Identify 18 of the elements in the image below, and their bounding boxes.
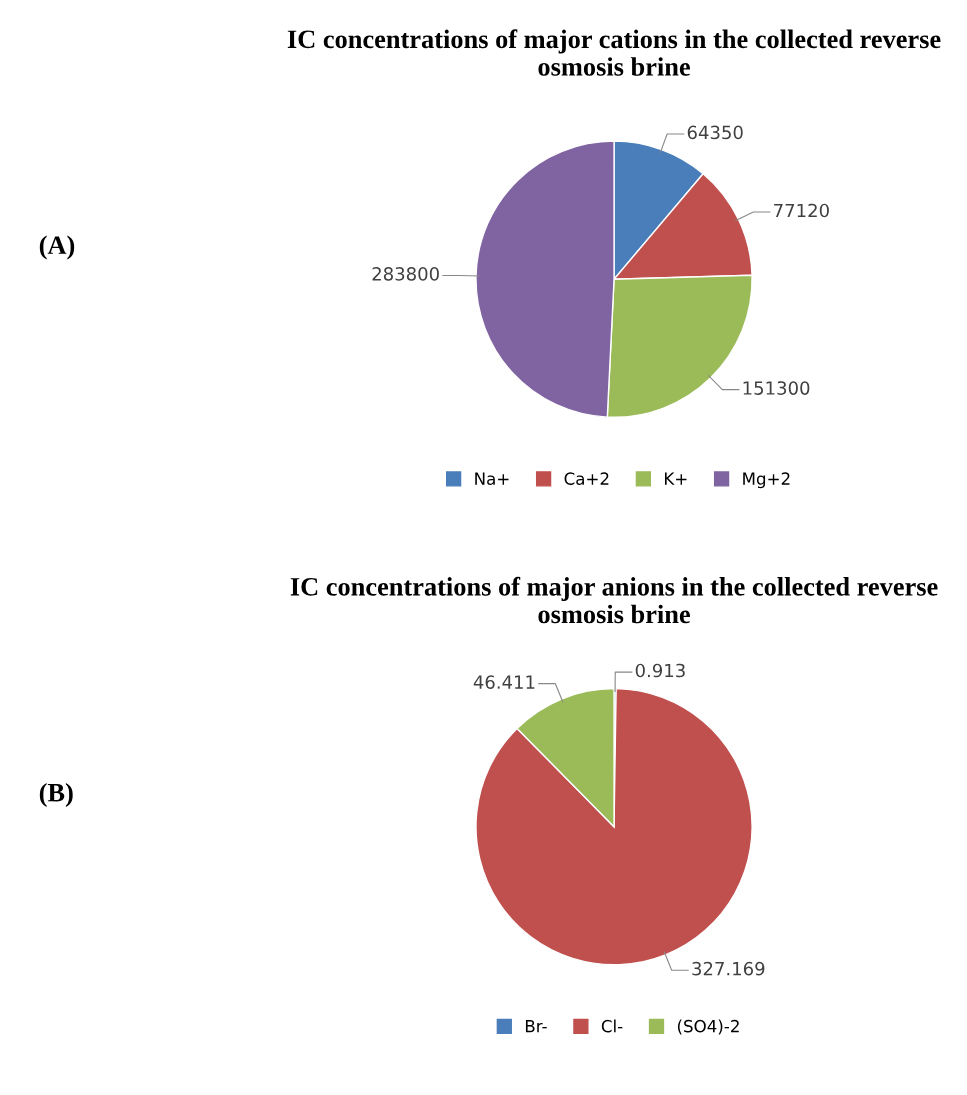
text: (A) xyxy=(39,235,75,260)
data-label: 64350 xyxy=(687,125,743,140)
legend-label: Cl- xyxy=(601,1019,623,1033)
text: (B) xyxy=(39,783,73,807)
data-label: 283800 xyxy=(372,267,439,281)
chart-title: IC concentrations of major anions in the collected reverse osmosis brine xyxy=(290,576,938,624)
data-label: 151300 xyxy=(743,381,810,395)
data-label: 0.913 xyxy=(635,663,685,678)
legend-label: Mg+2 xyxy=(743,472,790,489)
legend-label: Na+ xyxy=(475,472,509,485)
data-label: 327.169 xyxy=(692,961,765,976)
data-label: 77120 xyxy=(774,203,829,218)
legend-label: Ca+2 xyxy=(564,472,609,485)
legend-label: Br- xyxy=(525,1020,547,1033)
legend-label: (SO4)-2 xyxy=(677,1019,739,1035)
chart-title: IC concentrations of major cations in the collected reverse osmosis brine xyxy=(287,29,941,76)
data-label: 46.411 xyxy=(473,675,535,689)
legend-label: K+ xyxy=(665,472,687,485)
